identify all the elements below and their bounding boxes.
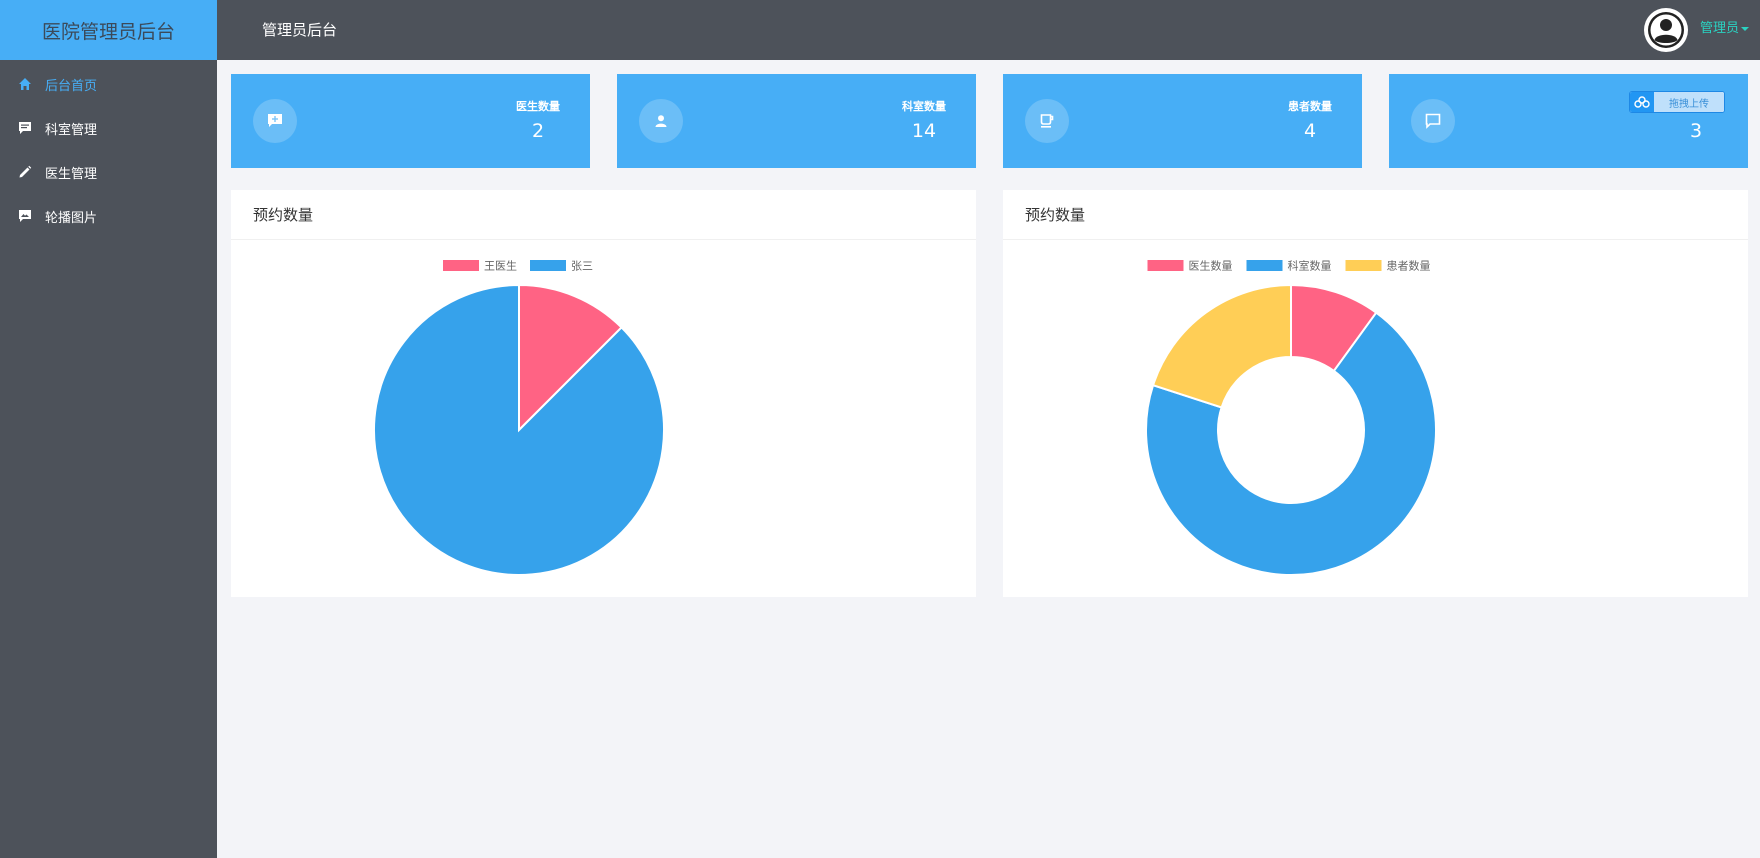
- sidebar-item-label: 轮播图片: [45, 210, 98, 226]
- image-comment-icon: [16, 207, 34, 225]
- cloud-upload-icon: [1630, 92, 1654, 112]
- legend-label[interactable]: 科室数量: [1288, 259, 1332, 273]
- stat-card-departments[interactable]: 科室数量 14: [617, 74, 976, 168]
- pie-slice-王医生[interactable]: [518, 283, 623, 433]
- upload-label: 拖拽上传: [1654, 92, 1724, 112]
- chart-panel-pie: 预约数量 王医生 张三: [231, 190, 976, 597]
- sidebar: 后台首页 科室管理 医生管理 轮播图片: [0, 60, 217, 858]
- chart-panel-doughnut: 预约数量 医生数量 科室数量 患者数量: [1003, 190, 1748, 597]
- panel-title: 预约数量: [1003, 190, 1748, 240]
- top-bar: 医院管理员后台 管理员后台 管理员: [0, 0, 1760, 60]
- sidebar-item-doctors[interactable]: 医生管理: [0, 150, 217, 194]
- legend-swatch[interactable]: [1246, 260, 1283, 271]
- add-comment-icon: [253, 99, 297, 143]
- caret-down-icon: [1741, 26, 1750, 31]
- stat-card-doctors[interactable]: 医生数量 2: [231, 74, 590, 168]
- stat-label: 科室数量: [902, 100, 946, 113]
- sidebar-item-label: 后台首页: [45, 78, 98, 94]
- pencil-icon: [16, 163, 34, 181]
- legend-label[interactable]: 张三: [571, 260, 593, 273]
- legend-swatch[interactable]: [1345, 260, 1382, 271]
- legend-label[interactable]: 患者数量: [1387, 260, 1431, 273]
- user-avatar-icon: [1648, 12, 1684, 48]
- stat-value: 14: [911, 120, 937, 142]
- pie-chart[interactable]: 王医生 张三: [231, 240, 976, 597]
- legend-label[interactable]: 医生数量: [1189, 259, 1233, 273]
- legend-swatch[interactable]: [530, 260, 566, 271]
- stat-card-fourth[interactable]: 拖拽上传 3: [1389, 74, 1748, 168]
- doughnut-chart[interactable]: 医生数量 科室数量 患者数量: [1003, 240, 1748, 597]
- header-title: 管理员后台: [262, 21, 338, 39]
- sidebar-item-label: 医生管理: [45, 166, 98, 182]
- user-menu[interactable]: 管理员: [1700, 0, 1750, 58]
- sidebar-item-carousel[interactable]: 轮播图片: [0, 194, 217, 238]
- stat-label: 医生数量: [516, 100, 560, 113]
- avatar[interactable]: [1644, 8, 1688, 52]
- sidebar-item-departments[interactable]: 科室管理: [0, 106, 217, 150]
- home-icon: [16, 75, 34, 93]
- panel-title: 预约数量: [231, 190, 976, 240]
- legend-label[interactable]: 王医生: [484, 259, 517, 273]
- brand-title[interactable]: 医院管理员后台: [0, 0, 217, 60]
- user-menu-label: 管理员: [1700, 21, 1740, 36]
- pie-slice-患者数量[interactable]: [1151, 283, 1292, 409]
- coffee-cup-icon: [1025, 99, 1069, 143]
- pie-slice-科室数量[interactable]: [1145, 311, 1437, 576]
- legend-swatch[interactable]: [443, 260, 479, 271]
- chat-icon: [1411, 99, 1455, 143]
- drag-upload-button[interactable]: 拖拽上传: [1629, 91, 1725, 113]
- stat-card-patients[interactable]: 患者数量 4: [1003, 74, 1362, 168]
- message-icon: [16, 119, 34, 137]
- stat-value: 3: [1689, 120, 1703, 142]
- stat-label: 患者数量: [1288, 100, 1332, 113]
- stat-value: 2: [531, 120, 545, 142]
- stat-value: 4: [1303, 120, 1317, 142]
- pie-slice-张三[interactable]: [373, 283, 665, 576]
- legend-swatch[interactable]: [1147, 260, 1184, 271]
- user-icon: [639, 99, 683, 143]
- sidebar-item-home[interactable]: 后台首页: [0, 62, 217, 106]
- sidebar-item-label: 科室管理: [45, 122, 98, 138]
